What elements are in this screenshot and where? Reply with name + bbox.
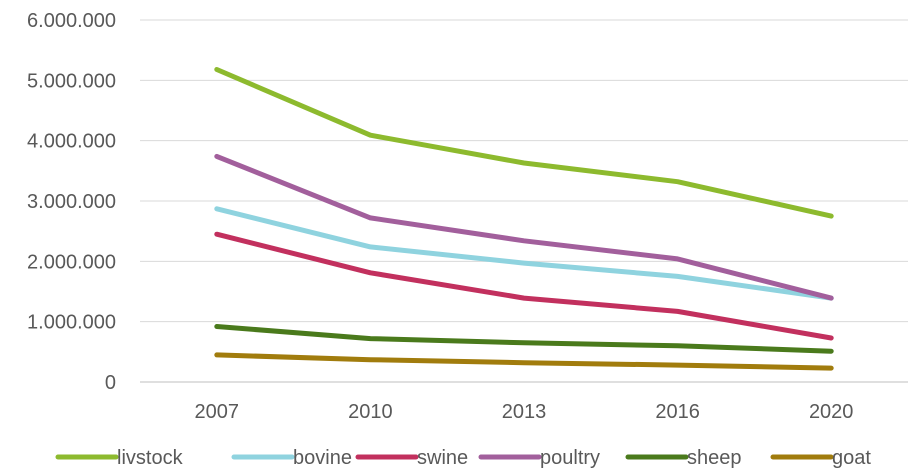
x-tick-label: 2013: [502, 401, 547, 423]
x-tick-label: 2007: [195, 401, 240, 423]
y-tick-label: 0: [105, 372, 116, 394]
legend-label-livstock: livstock: [117, 447, 184, 469]
x-tick-label: 2020: [809, 401, 854, 423]
legend-label-sheep: sheep: [687, 447, 742, 469]
series-lines: [214, 67, 834, 371]
series-line-swine: [214, 231, 834, 341]
legend-label-goat: goat: [832, 447, 871, 469]
series-line-goat: [214, 352, 834, 371]
y-tick-label: 1.000.000: [27, 312, 116, 334]
y-axis-tick-labels: 0 1.000.000 2.000.000 3.000.000 4.000.000 5.0…: [27, 10, 116, 394]
y-tick-label: 4.000.000: [27, 131, 116, 153]
series-line-livstock: [214, 67, 834, 219]
series-line-sheep: [214, 324, 834, 354]
y-tick-label: 6.000.000: [27, 10, 116, 32]
legend-label-swine: swine: [417, 447, 468, 469]
series-line-bovine: [214, 206, 834, 301]
y-tick-label: 2.000.000: [27, 251, 116, 273]
x-axis-tick-labels: 2007 2010 2013 2016 2020: [195, 401, 854, 423]
x-tick-label: 2016: [655, 401, 700, 423]
x-tick-label: 2010: [348, 401, 393, 423]
legend-label-poultry: poultry: [540, 447, 600, 469]
legend-label-bovine: bovine: [293, 447, 352, 469]
y-tick-label: 5.000.000: [27, 70, 116, 92]
y-tick-label: 3.000.000: [27, 191, 116, 213]
series-line-poultry: [214, 153, 834, 301]
legend: livstock bovine swine poultry sheep goat: [55, 447, 871, 469]
